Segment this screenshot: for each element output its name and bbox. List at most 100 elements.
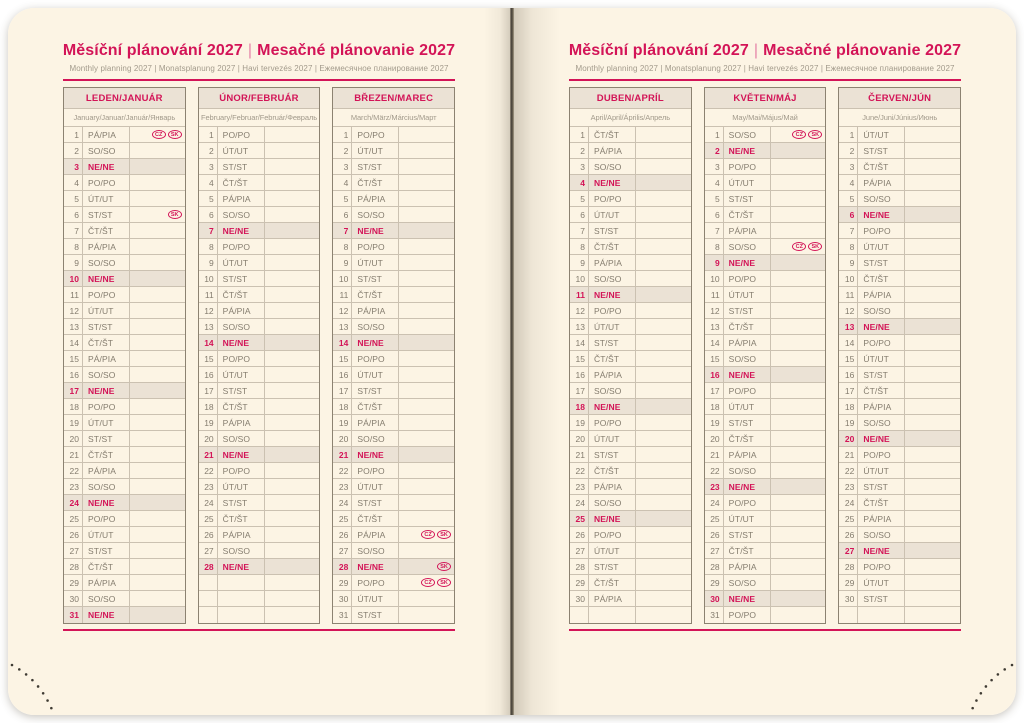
- month-rows: 1 PO/PO 2 ÚT/UT 3 ST/ST 4 ČT/ŠT 5 PÁ/PIA 6 SO/SO 7 NE…: [198, 127, 320, 623]
- notes-cell: [905, 159, 960, 174]
- day-name: ČT/ŠT: [724, 431, 771, 446]
- day-number: 30: [839, 591, 859, 606]
- day-row: 24 ST/ST: [333, 495, 455, 511]
- day-name: PÁ/PIA: [858, 511, 906, 526]
- day-number: 3: [839, 159, 859, 174]
- day-name: ÚT/UT: [218, 255, 265, 270]
- day-name: PÁ/PIA: [858, 399, 906, 414]
- notes-cell: [636, 527, 691, 542]
- day-name: [858, 607, 906, 623]
- day-name: PÁ/PIA: [352, 191, 400, 206]
- day-row: 28 PO/PO: [839, 559, 961, 575]
- day-name: ÚT/UT: [352, 143, 400, 158]
- day-number: 9: [705, 255, 724, 270]
- day-number: 12: [570, 303, 589, 318]
- notes-cell: [130, 271, 185, 286]
- day-row: 22 ČT/ŠT: [570, 463, 691, 479]
- day-name: PO/PO: [352, 575, 400, 590]
- notes-cell: [905, 559, 960, 574]
- day-number: 15: [705, 351, 724, 366]
- day-name: SO/SO: [724, 127, 771, 142]
- day-name: ST/ST: [352, 495, 400, 510]
- day-row: 3 ST/ST: [198, 159, 320, 175]
- day-name: ČT/ŠT: [589, 239, 636, 254]
- day-row: 5 PO/PO: [570, 191, 691, 207]
- day-name: ST/ST: [858, 591, 906, 606]
- day-row: 6 SO/SO: [198, 207, 320, 223]
- day-name: ST/ST: [589, 559, 636, 574]
- day-name: ČT/ŠT: [724, 543, 771, 558]
- sk-holiday-badge: SK: [808, 242, 823, 251]
- notes-cell: [265, 351, 320, 366]
- day-number: 28: [199, 559, 218, 574]
- day-number: 26: [570, 527, 589, 542]
- day-row: 6 SO/SO: [333, 207, 455, 223]
- day-row: 14 ČT/ŠT: [64, 335, 185, 351]
- day-number: 8: [199, 239, 218, 254]
- day-row: 14 NE/NE: [198, 335, 320, 351]
- day-name: PÁ/PIA: [589, 479, 636, 494]
- notes-cell: [399, 255, 454, 270]
- day-name: ČT/ŠT: [352, 511, 400, 526]
- day-number: 30: [705, 591, 724, 606]
- day-number: 23: [839, 479, 859, 494]
- day-name: PÁ/PIA: [218, 415, 265, 430]
- day-name: NE/NE: [724, 591, 771, 606]
- day-row: 8 PO/PO: [333, 239, 455, 255]
- day-row: 1 PO/PO: [198, 127, 320, 143]
- day-name: [218, 575, 265, 590]
- day-number: 23: [199, 479, 218, 494]
- notes-cell: [771, 575, 826, 590]
- day-number: 22: [333, 463, 353, 478]
- cz-holiday-badge: CZ: [421, 530, 436, 539]
- day-number: 3: [199, 159, 218, 174]
- day-number: 12: [64, 303, 83, 318]
- notes-cell: [399, 591, 454, 606]
- day-number: 10: [199, 271, 218, 286]
- day-row: 13 ÚT/UT: [570, 319, 691, 335]
- notes-cell: [399, 495, 454, 510]
- day-row: 23 ST/ST: [839, 479, 961, 495]
- day-row: 25 ÚT/UT: [704, 511, 826, 527]
- notes-cell: [771, 431, 826, 446]
- day-number: 20: [839, 431, 859, 446]
- notes-cell: [265, 287, 320, 302]
- day-name: ČT/ŠT: [352, 287, 400, 302]
- day-row: 25 ČT/ŠT: [333, 511, 455, 527]
- day-number: 24: [570, 495, 589, 510]
- day-row: 17 ST/ST: [198, 383, 320, 399]
- notes-cell: [130, 239, 185, 254]
- day-number: 20: [570, 431, 589, 446]
- page-content-left: LEDEN/JANUÁR January/Januar/Január/Январ…: [63, 79, 456, 631]
- day-name: SO/SO: [352, 207, 400, 222]
- day-name: PÁ/PIA: [218, 527, 265, 542]
- day-row: 9 ÚT/UT: [198, 255, 320, 271]
- day-row: 11 ČT/ŠT: [333, 287, 455, 303]
- day-row: 24 NE/NE: [64, 495, 185, 511]
- day-number: 19: [64, 415, 83, 430]
- day-number: 17: [333, 383, 353, 398]
- day-row: 6 ST/ST SK: [64, 207, 185, 223]
- day-row: 28 NE/NE SK: [333, 559, 455, 575]
- notes-cell: CZ SK: [771, 239, 826, 254]
- day-name: [218, 607, 265, 623]
- notes-cell: [130, 527, 185, 542]
- day-row: [570, 607, 691, 623]
- day-name: PO/PO: [352, 463, 400, 478]
- day-row: 17 SO/SO: [570, 383, 691, 399]
- day-name: NE/NE: [218, 223, 265, 238]
- page-title: Měsíční plánování 2027 | Mesačné plánovani…: [514, 41, 1016, 60]
- day-number: 29: [333, 575, 353, 590]
- day-name: ÚT/UT: [83, 415, 130, 430]
- day-name: ÚT/UT: [352, 591, 400, 606]
- day-row: 18 ÚT/UT: [704, 399, 826, 415]
- day-name: PÁ/PIA: [83, 351, 130, 366]
- notes-cell: SK: [130, 207, 185, 222]
- day-row: 26 PÁ/PIA: [198, 527, 320, 543]
- notes-cell: [399, 399, 454, 414]
- day-name: SO/SO: [352, 319, 400, 334]
- notes-cell: [905, 479, 960, 494]
- notes-cell: [399, 207, 454, 222]
- day-row: 25 PO/PO: [64, 511, 185, 527]
- day-name: NE/NE: [858, 207, 906, 222]
